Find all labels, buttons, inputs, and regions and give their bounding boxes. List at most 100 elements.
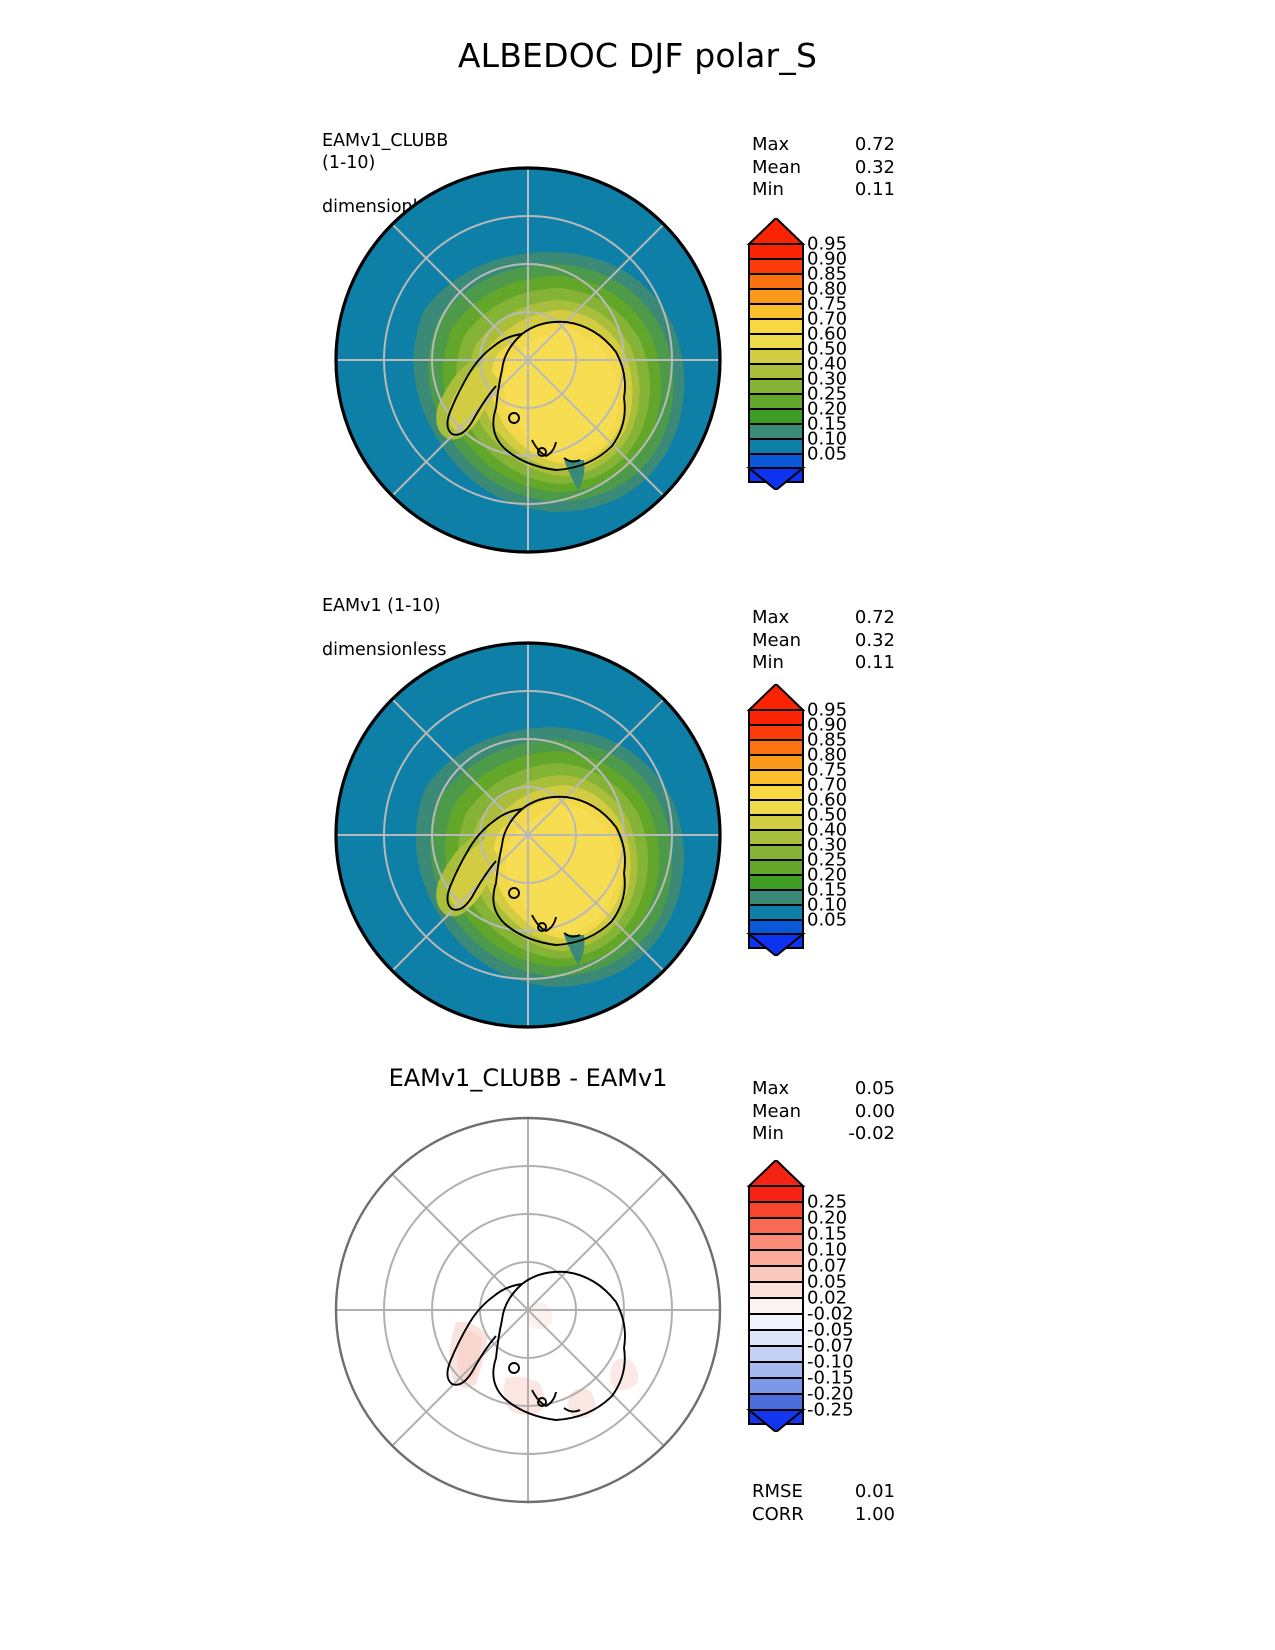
cbar-tick: 0.40 bbox=[807, 819, 848, 841]
cbar-tick: -0.20 bbox=[807, 1383, 854, 1405]
cbar-tick: 0.15 bbox=[807, 879, 848, 901]
cbar-tick: 0.70 bbox=[807, 774, 848, 796]
cbar-tick: 0.30 bbox=[807, 834, 848, 856]
stat-label-mean: Mean bbox=[752, 1100, 802, 1122]
cbar-tick: 0.50 bbox=[807, 338, 848, 360]
metric-value-corr: 1.00 bbox=[854, 1503, 895, 1525]
stat-label-min: Min bbox=[752, 179, 784, 200]
graticule-difference bbox=[336, 1118, 720, 1502]
colorbar-test: 0.95 0.90 0.85 0.80 0.75 0.70 0.60 0.50 … bbox=[745, 216, 847, 494]
cbar-tick: 0.30 bbox=[807, 368, 848, 390]
polar-map-reference-svg bbox=[334, 641, 722, 1029]
cbar-tick: 0.95 bbox=[807, 233, 848, 255]
coastline-difference bbox=[446, 1270, 626, 1421]
colorbar-reference: 0.95 0.90 0.85 0.80 0.75 0.70 0.60 0.50 … bbox=[745, 682, 847, 960]
coastline-test bbox=[446, 320, 626, 471]
cbar-tick: 0.05 bbox=[807, 443, 848, 465]
cbar-tick: -0.02 bbox=[807, 1303, 854, 1325]
cbar-tick: 0.80 bbox=[807, 278, 848, 300]
stat-row-mean: Mean 0.32 bbox=[752, 157, 895, 180]
cbar-tick: 0.07 bbox=[807, 1255, 848, 1277]
panel-test-label: EAMv1_CLUBB (1-10) dimensionless bbox=[322, 108, 448, 240]
cbar-tick: 0.50 bbox=[807, 804, 848, 826]
cbar-tick: 0.90 bbox=[807, 714, 848, 736]
cbar-tick: 0.80 bbox=[807, 744, 848, 766]
cbar-tick: 0.20 bbox=[807, 398, 848, 420]
cbar-tick: -0.07 bbox=[807, 1335, 854, 1357]
polar-map-difference-svg bbox=[334, 1116, 722, 1504]
stat-label-min: Min bbox=[752, 1123, 784, 1144]
stat-label-min: Min bbox=[752, 652, 784, 673]
graticule-test bbox=[336, 168, 720, 552]
panel-difference-stats: Max 0.05 Mean 0.00 Min -0.02 bbox=[752, 1078, 895, 1146]
polar-map-test-svg bbox=[334, 166, 722, 554]
stat-value-min: -0.02 bbox=[848, 1123, 895, 1144]
cbar-tick: 0.40 bbox=[807, 353, 848, 375]
cbar-tick: 0.60 bbox=[807, 789, 848, 811]
polar-map-test bbox=[328, 160, 728, 560]
stat-value-mean: 0.32 bbox=[854, 156, 895, 178]
panel-test-stats: Max 0.72 Mean 0.32 Min 0.11 bbox=[752, 134, 895, 202]
metric-label-rmse: RMSE bbox=[752, 1481, 803, 1502]
colorbar-test-swatches bbox=[746, 216, 806, 492]
stat-label-max: Max bbox=[752, 607, 790, 628]
stat-value-mean: 0.00 bbox=[854, 1100, 895, 1122]
cbar-tick: 0.85 bbox=[807, 263, 848, 285]
stat-value-max: 0.05 bbox=[854, 1078, 895, 1099]
cbar-tick: 0.15 bbox=[807, 413, 848, 435]
stat-row-min: Min -0.02 bbox=[752, 1123, 895, 1146]
cbar-tick: -0.05 bbox=[807, 1319, 854, 1341]
panel-difference-metrics: RMSE 0.01 CORR 1.00 bbox=[752, 1481, 895, 1526]
cbar-tick: 0.05 bbox=[807, 1271, 848, 1293]
stat-row-max: Max 0.72 bbox=[752, 607, 895, 630]
colorbar-reference-ticks: 0.95 0.90 0.85 0.80 0.75 0.70 0.60 0.50 … bbox=[807, 684, 877, 956]
map-boundary-reference bbox=[334, 641, 722, 1029]
stat-label-mean: Mean bbox=[752, 629, 802, 651]
stat-row-mean: Mean 0.32 bbox=[752, 630, 895, 653]
cbar-tick: 0.10 bbox=[807, 894, 848, 916]
map-boundary-difference bbox=[334, 1116, 722, 1504]
colorbar-difference: 0.25 0.20 0.15 0.10 0.07 0.05 0.02 -0.02… bbox=[745, 1158, 854, 1436]
cbar-tick: 0.70 bbox=[807, 308, 848, 330]
colorbar-test-ticks: 0.95 0.90 0.85 0.80 0.75 0.70 0.60 0.50 … bbox=[807, 218, 877, 490]
stat-row-mean: Mean 0.00 bbox=[752, 1101, 895, 1124]
stat-value-min: 0.11 bbox=[854, 652, 895, 673]
stat-label-mean: Mean bbox=[752, 156, 802, 178]
cbar-tick: 0.75 bbox=[807, 293, 848, 315]
cbar-tick: 0.10 bbox=[807, 428, 848, 450]
cbar-tick: -0.15 bbox=[807, 1367, 854, 1389]
cbar-tick: 0.95 bbox=[807, 699, 848, 721]
cbar-tick: 0.20 bbox=[807, 864, 848, 886]
cbar-tick: 0.02 bbox=[807, 1287, 848, 1309]
cbar-tick: 0.75 bbox=[807, 759, 848, 781]
cbar-tick: 0.90 bbox=[807, 248, 848, 270]
cbar-tick: 0.15 bbox=[807, 1223, 848, 1245]
stat-value-min: 0.11 bbox=[854, 179, 895, 200]
cbar-tick: 0.85 bbox=[807, 729, 848, 751]
polar-map-reference bbox=[328, 635, 728, 1035]
cbar-tick: 0.25 bbox=[807, 383, 848, 405]
stat-value-mean: 0.32 bbox=[854, 629, 895, 651]
coastline-reference bbox=[446, 795, 626, 946]
panel-reference-label-line2: dimensionless bbox=[322, 640, 447, 660]
panel-test-label-line1: EAMv1_CLUBB (1-10) bbox=[322, 131, 449, 173]
panel-difference-title: EAMv1_CLUBB - EAMv1 bbox=[388, 1064, 668, 1092]
metric-value-rmse: 0.01 bbox=[854, 1481, 895, 1502]
page-title: ALBEDOC DJF polar_S bbox=[457, 36, 818, 75]
metric-label-corr: CORR bbox=[752, 1503, 804, 1525]
panel-reference-label: EAMv1 (1-10) dimensionless bbox=[322, 573, 447, 683]
colorbar-reference-swatches bbox=[746, 682, 806, 958]
cbar-tick: 0.10 bbox=[807, 1239, 848, 1261]
map-boundary-test bbox=[334, 166, 722, 554]
cbar-tick: 0.25 bbox=[807, 1191, 848, 1213]
metric-row-corr: CORR 1.00 bbox=[752, 1504, 895, 1527]
stat-row-max: Max 0.72 bbox=[752, 134, 895, 157]
graticule-reference bbox=[336, 643, 720, 1027]
polar-map-difference bbox=[328, 1110, 728, 1510]
colorbar-difference-ticks: 0.25 0.20 0.15 0.10 0.07 0.05 0.02 -0.02… bbox=[807, 1160, 887, 1432]
metric-row-rmse: RMSE 0.01 bbox=[752, 1481, 895, 1504]
stat-label-max: Max bbox=[752, 1078, 790, 1099]
colorbar-difference-swatches bbox=[746, 1158, 806, 1434]
panel-reference-stats: Max 0.72 Mean 0.32 Min 0.11 bbox=[752, 607, 895, 675]
